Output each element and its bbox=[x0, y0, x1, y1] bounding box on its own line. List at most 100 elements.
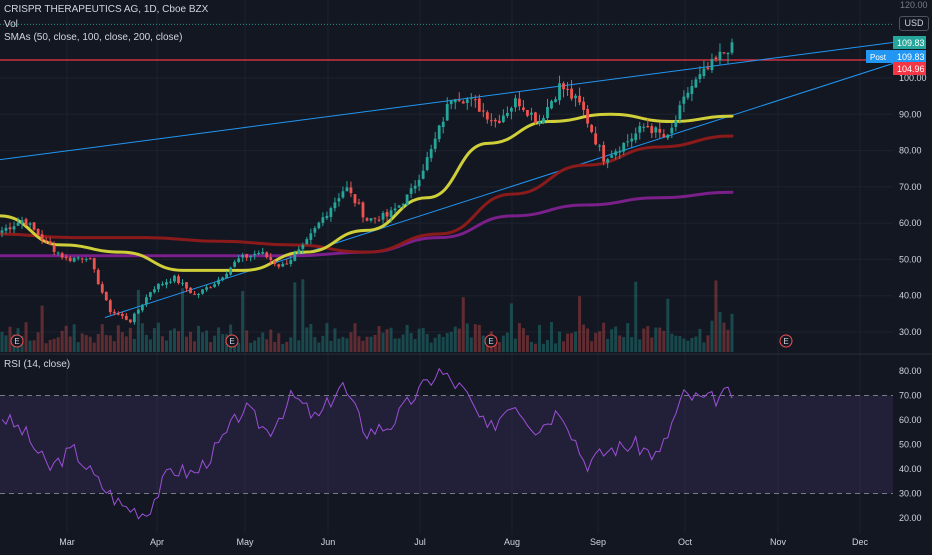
candle-body bbox=[550, 101, 553, 109]
volume-bar bbox=[325, 323, 329, 352]
price-tick-label: 100.00 bbox=[899, 73, 927, 83]
volume-bar bbox=[545, 339, 549, 352]
volume-bar bbox=[722, 322, 726, 352]
candle-body bbox=[40, 234, 44, 240]
candle-body bbox=[538, 121, 541, 124]
price-levels bbox=[0, 23, 893, 61]
earnings-marker[interactable] bbox=[225, 334, 239, 348]
volume-bar bbox=[44, 343, 48, 352]
volume-bar bbox=[670, 333, 674, 352]
sma-lines bbox=[0, 112, 734, 272]
volume-bar bbox=[706, 335, 710, 352]
candle-body bbox=[698, 74, 702, 80]
volume-bar bbox=[329, 340, 333, 352]
candle-body bbox=[217, 279, 220, 285]
candle-body bbox=[646, 125, 650, 128]
candle-body bbox=[453, 99, 457, 103]
volume-bar bbox=[189, 331, 193, 352]
candle-body bbox=[449, 100, 453, 105]
rsi-tick-label: 40.00 bbox=[899, 464, 922, 474]
volume-legend[interactable]: Vol bbox=[4, 19, 18, 30]
volume-bar bbox=[377, 326, 381, 352]
volume-bar bbox=[369, 336, 373, 352]
volume-bar bbox=[698, 328, 702, 352]
candle-body bbox=[546, 107, 549, 118]
trend-lines[interactable] bbox=[0, 41, 894, 318]
volume-bar bbox=[24, 322, 28, 352]
rsi-legend[interactable]: RSI (14, close) bbox=[4, 359, 71, 370]
volume-bar bbox=[277, 333, 281, 352]
sma-legend[interactable]: SMAs (50, close, 100, close, 200, close) bbox=[4, 32, 183, 43]
volume-bar bbox=[473, 324, 477, 352]
volume-bar bbox=[349, 332, 353, 352]
volume-bar bbox=[413, 339, 417, 352]
rsi-line bbox=[1, 367, 733, 520]
earnings-marker-label: E bbox=[14, 337, 19, 346]
volume-bar bbox=[64, 325, 68, 352]
volume-bar bbox=[521, 328, 525, 352]
candle-body bbox=[173, 275, 176, 282]
volume-bar bbox=[72, 324, 76, 352]
post-tag-box bbox=[866, 50, 893, 63]
price-axis[interactable]: 30.00 40.00 50.00 60.00 70.00 80.00 90.00 100.0… bbox=[899, 73, 927, 337]
post-price-label: 109.83 bbox=[897, 52, 925, 62]
candle-body bbox=[397, 205, 401, 208]
volume-bar bbox=[682, 338, 686, 352]
candle-body bbox=[241, 254, 245, 258]
volume-bar bbox=[8, 326, 12, 352]
candle-body bbox=[433, 138, 437, 149]
volume-bar bbox=[40, 305, 44, 352]
rsi-axis[interactable]: 20.00 30.00 40.00 50.00 60.00 70.00 80.00 bbox=[899, 366, 922, 523]
volume-bars bbox=[0, 279, 734, 352]
candle-body bbox=[261, 252, 265, 254]
candle-body bbox=[630, 138, 634, 142]
volume-bar bbox=[570, 333, 574, 352]
volume-bar bbox=[185, 336, 189, 352]
volume-bar bbox=[614, 326, 618, 352]
rsi-tick-label: 70.00 bbox=[899, 391, 922, 401]
candle-body bbox=[92, 258, 96, 270]
candle-body bbox=[161, 284, 164, 286]
volume-bar bbox=[578, 296, 582, 352]
time-axis[interactable]: Mar Apr May Jun Jul Aug Sep Oct Nov Dec bbox=[59, 537, 868, 547]
volume-bar bbox=[76, 342, 80, 352]
symbol-legend[interactable]: CRISPR THERAPEUTICS AG, 1D, Cboe BZX bbox=[4, 4, 209, 15]
volume-bar bbox=[405, 324, 409, 352]
currency-button[interactable]: USD bbox=[899, 16, 929, 31]
volume-bar bbox=[201, 332, 205, 352]
candle-body bbox=[666, 134, 670, 138]
candle-body bbox=[421, 170, 425, 179]
candle-body bbox=[165, 282, 168, 285]
volume-bar bbox=[598, 331, 602, 352]
candle-body bbox=[594, 133, 598, 145]
earnings-marker[interactable] bbox=[779, 334, 793, 348]
earnings-marker-label: E bbox=[488, 337, 493, 346]
candle-body bbox=[205, 287, 208, 290]
sma100-line bbox=[0, 134, 734, 254]
volume-bar bbox=[397, 338, 401, 352]
sma200-line bbox=[0, 190, 734, 258]
volume-bar bbox=[168, 330, 172, 352]
volume-bar bbox=[497, 341, 501, 352]
volume-bar bbox=[241, 291, 245, 352]
candle-body bbox=[189, 287, 192, 294]
price-tick-label: 80.00 bbox=[899, 146, 922, 156]
candle-body bbox=[730, 42, 734, 53]
time-tick-label: Mar bbox=[59, 537, 75, 547]
candle-body bbox=[473, 99, 477, 101]
candle-body bbox=[20, 220, 24, 224]
candle-body bbox=[309, 233, 313, 240]
candle-body bbox=[124, 315, 128, 320]
candle-body bbox=[514, 98, 517, 108]
volume-bar bbox=[726, 329, 730, 352]
volume-bar bbox=[465, 323, 469, 352]
volume-bar bbox=[193, 341, 197, 352]
candle-body bbox=[80, 258, 84, 260]
earnings-marker[interactable] bbox=[484, 334, 498, 348]
candle-body bbox=[670, 127, 674, 134]
earnings-marker[interactable] bbox=[10, 334, 24, 348]
candle-body bbox=[582, 101, 585, 110]
